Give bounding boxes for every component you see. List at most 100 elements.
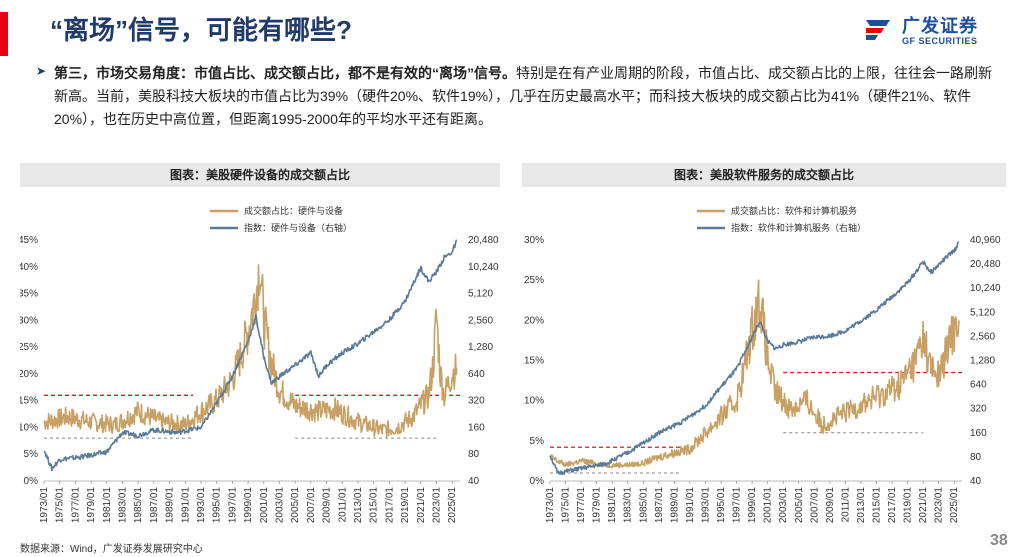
right-axis-tick-label: 20,480 [970, 259, 1001, 270]
x-axis-tick-label: 1981/01 [607, 487, 618, 524]
right-axis-tick-label: 20,480 [468, 235, 499, 246]
right-axis-tick-label: 40 [468, 476, 480, 487]
company-logo: 广发证券 GF SECURITIES [862, 14, 1012, 56]
x-axis-tick-label: 1991/01 [685, 487, 696, 524]
x-axis-tick-label: 2019/01 [903, 487, 914, 524]
left-axis-tick-label: 35% [20, 289, 38, 300]
x-axis-tick-label: 2015/01 [369, 487, 380, 524]
left-axis-tick-label: 5% [530, 436, 545, 447]
right-axis-tick-label: 160 [970, 428, 987, 439]
paragraph-lead: 第三，市场交易角度：市值占比、成交额占比，都不是有效的“离场”信号。 [54, 65, 516, 81]
x-axis-tick-label: 1983/01 [117, 487, 128, 524]
x-axis-tick-label: 1979/01 [592, 487, 603, 524]
x-axis-tick-label: 1983/01 [623, 487, 634, 524]
x-axis-tick-label: 1985/01 [638, 487, 649, 524]
right-axis-tick-label: 640 [468, 369, 485, 380]
right-axis-tick-label: 5,120 [970, 307, 995, 318]
right-axis-tick-label: 40,960 [970, 235, 1001, 246]
right-axis-tick-label: 80 [468, 449, 480, 460]
slide-title: “离场”信号，可能有哪些? [50, 15, 352, 45]
left-axis-tick-label: 0% [530, 476, 545, 487]
right-axis-tick-label: 1,280 [970, 356, 995, 367]
left-axis-tick-label: 5% [24, 449, 39, 460]
right-axis-tick-label: 640 [970, 380, 987, 391]
right-axis-tick-label: 1,280 [468, 342, 493, 353]
legend-label: 成交额占比：软件和计算机服务 [731, 205, 857, 216]
left-axis-tick-label: 15% [524, 356, 544, 367]
x-axis-tick-label: 2007/01 [809, 487, 820, 524]
x-axis-tick-label: 1999/01 [243, 487, 254, 524]
x-axis-tick-label: 2003/01 [778, 487, 789, 524]
right-axis-tick-label: 320 [468, 396, 485, 407]
red-accent-tab [0, 12, 8, 56]
right-axis-tick-label: 5,120 [468, 289, 493, 300]
right-axis-tick-label: 2,560 [970, 331, 995, 342]
x-axis-tick-label: 1999/01 [747, 487, 758, 524]
legend-label: 成交额占比：硬件与设备 [244, 205, 343, 216]
x-axis-tick-label: 2005/01 [794, 487, 805, 524]
x-axis-tick-label: 2025/01 [447, 487, 458, 524]
right-axis-tick-label: 40 [970, 476, 982, 487]
x-axis-tick-label: 1981/01 [102, 487, 113, 524]
x-axis-tick-label: 2007/01 [306, 487, 317, 524]
left-axis-tick-label: 20% [20, 369, 38, 380]
x-axis-tick-label: 1985/01 [133, 487, 144, 524]
x-axis-tick-label: 2023/01 [934, 487, 945, 524]
legend-label: 指数：软件和计算机服务（右轴） [731, 222, 866, 233]
x-axis-tick-label: 1975/01 [55, 487, 66, 524]
right-axis-tick-label: 80 [970, 452, 982, 463]
right-axis-tick-label: 10,240 [970, 283, 1001, 294]
left-axis-tick-label: 30% [20, 315, 38, 326]
x-axis-tick-label: 2009/01 [825, 487, 836, 524]
source-note: 数据来源：Wind，广发证券发展研究中心 [20, 544, 203, 555]
x-axis-tick-label: 2005/01 [290, 487, 301, 524]
right-axis-tick-label: 10,240 [468, 262, 499, 273]
right-axis-tick-label: 160 [468, 422, 485, 433]
x-axis-tick-label: 2011/01 [337, 487, 348, 523]
page-number: 38 [990, 532, 1008, 549]
x-axis-tick-label: 1987/01 [149, 487, 160, 524]
x-axis-tick-label: 1973/01 [39, 487, 50, 524]
left-axis-tick-label: 10% [20, 422, 38, 433]
x-axis-tick-label: 1997/01 [227, 487, 238, 524]
x-axis-tick-label: 1973/01 [545, 487, 556, 524]
x-axis-tick-label: 1995/01 [716, 487, 727, 524]
left-axis-tick-label: 0% [24, 476, 39, 487]
x-axis-tick-label: 2013/01 [353, 487, 364, 524]
x-axis-tick-label: 1993/01 [700, 487, 711, 524]
index-series-line [43, 239, 458, 472]
left-axis-tick-label: 15% [20, 396, 38, 407]
x-axis-tick-label: 1991/01 [180, 487, 191, 524]
x-axis-tick-label: 2013/01 [856, 487, 867, 524]
left-axis-tick-label: 25% [524, 275, 544, 286]
gf-logo-icon [866, 20, 890, 40]
x-axis-tick-label: 1977/01 [576, 487, 587, 524]
right-axis-tick-label: 320 [970, 404, 987, 415]
left-axis-tick-label: 20% [524, 315, 544, 326]
x-axis-tick-label: 2021/01 [918, 487, 929, 524]
x-axis-tick-label: 1997/01 [732, 487, 743, 524]
x-axis-tick-label: 1995/01 [212, 487, 223, 524]
paragraph-text: 特别是在有产业周期的阶段，市值占比、成交额占比的上限，往往会一路刷新新高。当前，… [54, 65, 992, 127]
logo-name-en: GF SECURITIES [902, 36, 978, 46]
x-axis-tick-label: 1987/01 [654, 487, 665, 524]
hardware-chart: 0% 5% 10% 15% 20% 25% 30% 35% 40% 45% 40 80 160 320 64… [20, 205, 499, 524]
right-axis-tick-label: 2,560 [468, 315, 493, 326]
left-axis-tick-label: 25% [20, 342, 38, 353]
x-axis-tick-label: 2021/01 [416, 487, 427, 524]
x-axis-tick-label: 2019/01 [400, 487, 411, 524]
x-axis-tick-label: 2017/01 [887, 487, 898, 524]
x-axis-tick-label: 1977/01 [70, 487, 81, 524]
x-axis-tick-label: 2015/01 [871, 487, 882, 524]
x-axis-tick-label: 1989/01 [669, 487, 680, 524]
x-axis-tick-label: 1975/01 [561, 487, 572, 524]
arrow-right-icon: ➤ [36, 64, 47, 78]
left-axis-tick-label: 30% [524, 235, 544, 246]
turnover-share-series-line [549, 279, 960, 469]
left-axis-tick-label: 45% [20, 235, 38, 246]
x-axis-tick-label: 2001/01 [763, 487, 774, 524]
legend-label: 指数：硬件与设备（右轴） [244, 222, 352, 233]
x-axis-tick-label: 2009/01 [322, 487, 333, 524]
chart2-title: 图表：美股软件服务的成交额占比 [522, 163, 1006, 187]
x-axis-tick-label: 2023/01 [431, 487, 442, 524]
